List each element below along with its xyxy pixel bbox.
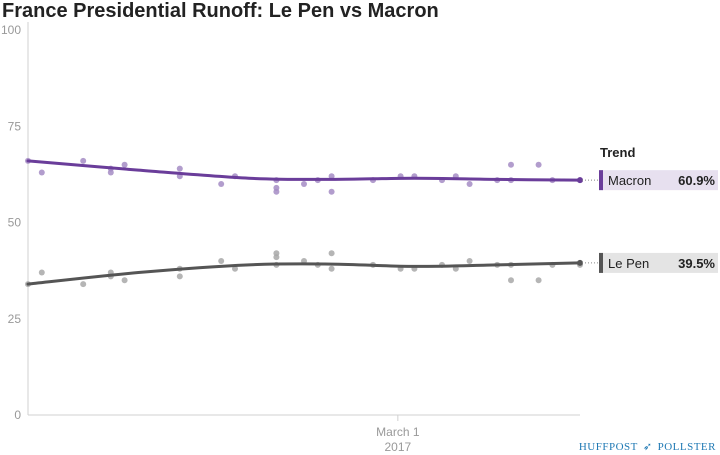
macron-poll-point [121, 161, 128, 168]
x-tick-label: March 1 [376, 425, 420, 439]
macron-poll-point [80, 157, 87, 164]
y-tick-label: 0 [14, 408, 21, 422]
macron-poll-point [38, 169, 45, 176]
macron-trend-endpoint [577, 177, 583, 184]
y-tick-label: 50 [8, 216, 22, 230]
le-pen-poll-point [80, 281, 87, 288]
trend-legend: Trend Macron 60.9% Le Pen 39.5% [582, 145, 718, 273]
le-pen-poll-point [508, 277, 514, 284]
macron-poll-point [508, 161, 514, 168]
le-pen-color-swatch [599, 252, 603, 273]
macron-poll-point [328, 173, 335, 180]
macron-trend-value: 60.9% [678, 173, 715, 188]
le-pen-poll-point [273, 250, 280, 257]
macron-poll-point [466, 181, 473, 187]
le-pen-trend-value: 39.5% [678, 256, 715, 271]
y-tick-label: 25 [8, 312, 22, 326]
le-pen-trend-endpoint [577, 259, 583, 266]
le-pen-poll-point [121, 277, 128, 284]
chart-title: France Presidential Runoff: Le Pen vs Ma… [2, 0, 439, 22]
poll-points [25, 157, 583, 288]
macron-legend-name: Macron [608, 173, 651, 188]
le-pen-poll-point [232, 265, 238, 272]
le-pen-label-box [602, 252, 718, 273]
macron-poll-point [301, 181, 307, 187]
brand-left: HUFFPOST [578, 441, 638, 453]
x-tick-label: 2017 [384, 440, 411, 454]
y-tick-label: 100 [1, 23, 21, 37]
macron-poll-point [535, 161, 542, 168]
trend-heading: Trend [600, 145, 635, 160]
macron-poll-point [176, 165, 183, 172]
le-pen-poll-point [38, 269, 45, 276]
le-pen-poll-point [218, 258, 225, 264]
macron-color-swatch [599, 170, 603, 191]
pollster-logo: HUFFPOST ➶ POLLSTER [579, 440, 716, 453]
macron-label-box [602, 170, 718, 191]
le-pen-poll-point [176, 273, 183, 280]
le-pen-legend-name: Le Pen [608, 256, 649, 271]
le-pen-poll-point [328, 265, 335, 272]
macron-poll-point [218, 181, 225, 187]
y-tick-label: 75 [8, 119, 22, 133]
brand-right: POLLSTER [657, 441, 716, 453]
le-pen-poll-point [535, 277, 542, 284]
paper-plane-icon: ➶ [642, 440, 653, 453]
trend-lines [26, 159, 583, 286]
le-pen-poll-point [466, 258, 473, 264]
le-pen-poll-point [328, 250, 335, 257]
macron-trend-line [26, 159, 582, 182]
le-pen-trend-line [26, 261, 582, 286]
macron-poll-point [273, 188, 280, 195]
macron-poll-point [328, 188, 335, 195]
